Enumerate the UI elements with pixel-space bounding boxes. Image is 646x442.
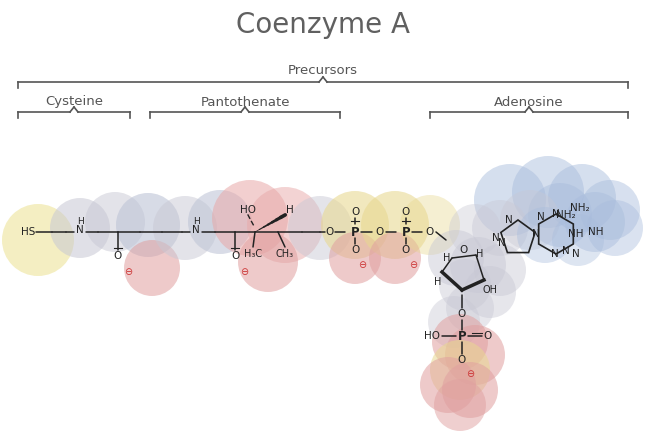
Text: HS: HS — [21, 227, 35, 237]
Circle shape — [512, 156, 584, 228]
Text: O: O — [459, 245, 467, 255]
Circle shape — [580, 180, 640, 240]
Text: O: O — [402, 245, 410, 255]
Text: O: O — [351, 245, 359, 255]
Text: NH: NH — [589, 227, 604, 237]
Circle shape — [474, 164, 546, 236]
Circle shape — [85, 192, 145, 252]
Circle shape — [432, 314, 488, 370]
Text: N: N — [492, 233, 500, 243]
Text: Pantothenate: Pantothenate — [200, 95, 290, 108]
Text: P: P — [351, 225, 359, 239]
Text: ⊖: ⊖ — [409, 260, 417, 270]
Circle shape — [361, 191, 429, 259]
Text: NH: NH — [568, 229, 584, 239]
Text: CH₃: CH₃ — [276, 249, 294, 259]
Text: N: N — [551, 249, 559, 259]
Circle shape — [400, 195, 460, 255]
Text: N: N — [192, 225, 200, 235]
Circle shape — [450, 237, 506, 293]
Text: ⊖: ⊖ — [124, 267, 132, 277]
Circle shape — [587, 200, 643, 256]
Circle shape — [116, 193, 180, 257]
Text: P: P — [457, 329, 466, 343]
Circle shape — [50, 198, 110, 258]
Text: HO: HO — [424, 331, 440, 341]
Circle shape — [474, 244, 526, 296]
Circle shape — [188, 190, 252, 254]
Text: O: O — [402, 207, 410, 217]
Circle shape — [449, 204, 501, 256]
Text: O: O — [376, 227, 384, 237]
Text: H: H — [476, 249, 484, 259]
Circle shape — [247, 187, 323, 263]
Text: P: P — [402, 225, 410, 239]
Text: O: O — [231, 251, 239, 261]
Text: N: N — [562, 246, 570, 256]
Text: ⊖: ⊖ — [466, 369, 474, 379]
Circle shape — [329, 232, 381, 284]
Text: O: O — [458, 309, 466, 319]
Text: H: H — [193, 217, 200, 226]
Text: H: H — [434, 277, 442, 287]
Circle shape — [153, 196, 217, 260]
Text: O: O — [458, 355, 466, 365]
Circle shape — [565, 192, 625, 252]
Text: HO: HO — [240, 205, 256, 215]
Text: N: N — [532, 229, 540, 239]
Circle shape — [434, 379, 486, 431]
Text: Cysteine: Cysteine — [45, 95, 103, 108]
Circle shape — [188, 190, 252, 254]
Text: NH₂: NH₂ — [570, 203, 590, 213]
Circle shape — [464, 266, 516, 318]
Text: H₃C: H₃C — [244, 249, 262, 259]
Circle shape — [288, 196, 352, 260]
Circle shape — [212, 180, 288, 256]
Circle shape — [2, 204, 74, 276]
Text: O: O — [351, 207, 359, 217]
Text: N: N — [572, 249, 580, 259]
Text: N: N — [537, 212, 545, 222]
Text: O: O — [326, 227, 334, 237]
Text: N: N — [552, 209, 560, 219]
Text: N: N — [505, 215, 513, 225]
Text: O: O — [484, 331, 492, 341]
Text: ⊖: ⊖ — [240, 267, 248, 277]
Text: H: H — [286, 205, 294, 215]
Circle shape — [428, 296, 480, 348]
Circle shape — [548, 164, 616, 232]
Text: H: H — [77, 217, 83, 226]
Text: Precursors: Precursors — [288, 64, 358, 76]
Circle shape — [439, 259, 491, 311]
Circle shape — [500, 190, 560, 250]
Circle shape — [124, 240, 180, 296]
Text: ⊖: ⊖ — [358, 260, 366, 270]
Circle shape — [238, 232, 298, 292]
Circle shape — [321, 191, 389, 259]
Circle shape — [552, 214, 604, 266]
Text: O: O — [114, 251, 122, 261]
Text: NH₂: NH₂ — [556, 210, 576, 220]
Circle shape — [430, 340, 490, 400]
Text: N: N — [498, 238, 506, 248]
Circle shape — [528, 183, 592, 247]
Circle shape — [116, 193, 180, 257]
Circle shape — [369, 232, 421, 284]
Text: H: H — [443, 253, 451, 263]
Text: Adenosine: Adenosine — [494, 95, 564, 108]
Circle shape — [428, 230, 484, 286]
Circle shape — [446, 284, 494, 332]
Text: N: N — [76, 225, 84, 235]
Circle shape — [517, 207, 573, 263]
Circle shape — [442, 362, 498, 418]
Circle shape — [472, 200, 528, 256]
Circle shape — [420, 357, 476, 413]
Text: O: O — [426, 227, 434, 237]
Circle shape — [445, 325, 505, 385]
Text: OH: OH — [483, 285, 497, 295]
Text: Coenzyme A: Coenzyme A — [236, 11, 410, 39]
